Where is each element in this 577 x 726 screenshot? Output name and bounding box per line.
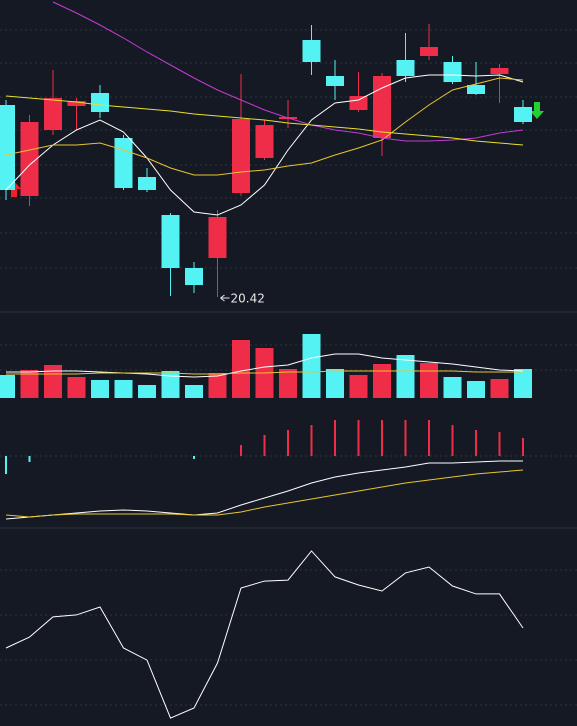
volume-bar	[514, 369, 532, 398]
indicator-line	[5, 460, 523, 520]
annotation-arrowhead	[220, 294, 225, 302]
candle-body	[185, 268, 203, 285]
volume-bar	[326, 369, 344, 398]
candle-body	[138, 177, 156, 190]
indicator-line	[5, 550, 524, 719]
candle-body	[114, 138, 133, 188]
macd-bar	[404, 420, 407, 456]
candle-body	[67, 101, 86, 106]
candle-body	[490, 68, 509, 74]
volume-bar	[443, 377, 462, 398]
macd-bar	[5, 456, 7, 474]
indicator-line	[6, 370, 523, 375]
candle-body	[208, 217, 227, 258]
volume-bar	[20, 370, 39, 398]
macd-bar	[357, 420, 360, 456]
macd-bar	[193, 456, 195, 459]
candle-body	[232, 119, 250, 193]
macd-bar	[522, 438, 524, 456]
candle-body	[443, 62, 462, 82]
volume-bar	[208, 373, 227, 398]
macd-bar	[428, 420, 430, 456]
volume-bar	[161, 371, 180, 398]
volume-bar	[0, 375, 15, 398]
macd-bar	[475, 430, 477, 456]
candle-body	[514, 107, 532, 122]
volume-bar	[467, 381, 485, 398]
candle-body	[91, 93, 109, 112]
macd-bar	[28, 456, 31, 462]
volume-bar	[396, 355, 415, 398]
volume-bar	[232, 340, 250, 398]
candle-body	[373, 76, 391, 138]
candle-body	[20, 122, 39, 196]
macd-bar	[381, 420, 383, 456]
volume-bar	[420, 363, 438, 398]
macd-bar	[334, 420, 336, 456]
candle-body	[467, 85, 485, 94]
volume-bar	[279, 369, 297, 398]
indicator-line	[6, 353, 524, 378]
candle-body	[255, 125, 274, 158]
candle-body	[302, 40, 321, 62]
volume-bar	[44, 365, 62, 398]
candle-body	[44, 98, 62, 130]
volume-bar	[91, 380, 109, 398]
candle-body	[396, 60, 415, 76]
macd-bar	[451, 425, 454, 456]
volume-bar	[67, 377, 86, 398]
indicator-line	[5, 74, 524, 216]
volume-bar	[302, 334, 321, 398]
volume-bar	[138, 385, 156, 398]
sell-arrow	[530, 102, 544, 119]
volume-bar	[349, 375, 368, 398]
macd-bar	[263, 435, 266, 456]
indicator-line	[5, 95, 524, 146]
candle-body	[326, 76, 344, 86]
volume-bar	[185, 385, 203, 398]
volume-bar	[373, 364, 391, 398]
candle-body	[161, 215, 180, 268]
macd-bar	[240, 445, 242, 456]
indicator-line	[5, 469, 524, 518]
volume-bar	[114, 380, 133, 398]
layout	[0, 29, 577, 706]
indicator-line	[5, 77, 524, 176]
candle-body	[0, 105, 15, 190]
low-label: 20.42	[231, 292, 265, 306]
macd-bar	[287, 430, 289, 456]
macd-bar	[310, 425, 313, 456]
macd-bar	[498, 432, 501, 456]
indicator-line	[52, 1, 524, 142]
candle-body	[349, 96, 368, 110]
volume-bar	[490, 379, 509, 398]
candle-body	[420, 47, 438, 56]
